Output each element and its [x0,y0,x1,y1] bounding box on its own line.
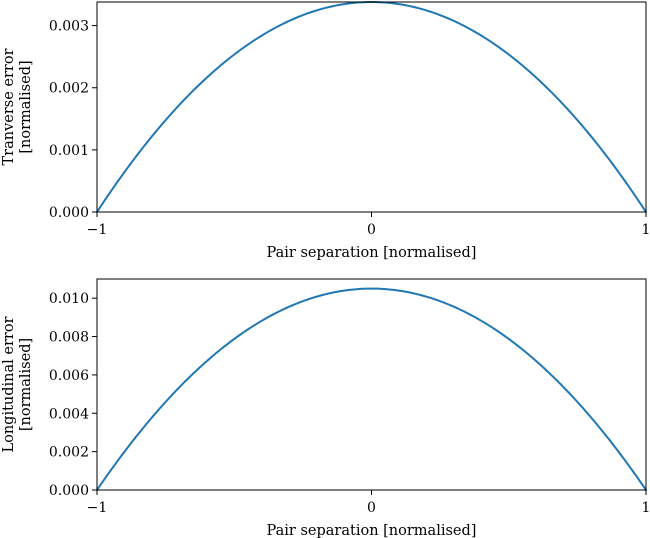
chart-panel-1: −1 0 1 0.000 0.001 0.002 0.003 Pair separation … [1,1,650,261]
series-line [96,287,647,491]
y-axis-label-line: Longitudinal error [1,316,17,452]
y-tick-label: 0.010 [49,291,89,307]
x-tick-label: 0 [367,222,376,238]
x-tick-label: −1 [87,222,108,238]
y-axis-label-line: [normalised] [18,338,34,431]
x-tick-label: 1 [642,500,650,516]
x-tick-label: −1 [87,500,108,516]
x-axis-label: Pair separation [normalised] [267,245,477,261]
y-tick-label: 0.001 [49,143,89,159]
plot-frame [96,1,647,213]
y-axis-label-line: Tranverse error [1,48,17,165]
y-tick-label: 0.000 [49,205,89,221]
y-tick-label: 0.000 [49,483,89,499]
y-tick-label: 0.008 [49,330,89,346]
chart-panel-2: −1 0 1 0.000 0.002 0.004 0.006 0.008 0.010 Pair s… [1,278,650,538]
x-tick-label: 1 [642,222,650,238]
series-line [96,1,647,213]
y-tick-label: 0.003 [49,19,89,35]
plot-frame [96,278,647,491]
y-axis-label: Tranverse error[normalised] [1,48,34,165]
x-tick-label: 0 [367,500,376,516]
y-tick-label: 0.006 [49,368,89,384]
y-axis-label-line: [normalised] [18,60,34,153]
y-tick-label: 0.004 [49,406,89,422]
x-axis-label: Pair separation [normalised] [267,523,477,538]
y-axis-label: Longitudinal error[normalised] [1,316,34,452]
y-tick-label: 0.002 [49,445,89,461]
y-tick-label: 0.002 [49,81,89,97]
